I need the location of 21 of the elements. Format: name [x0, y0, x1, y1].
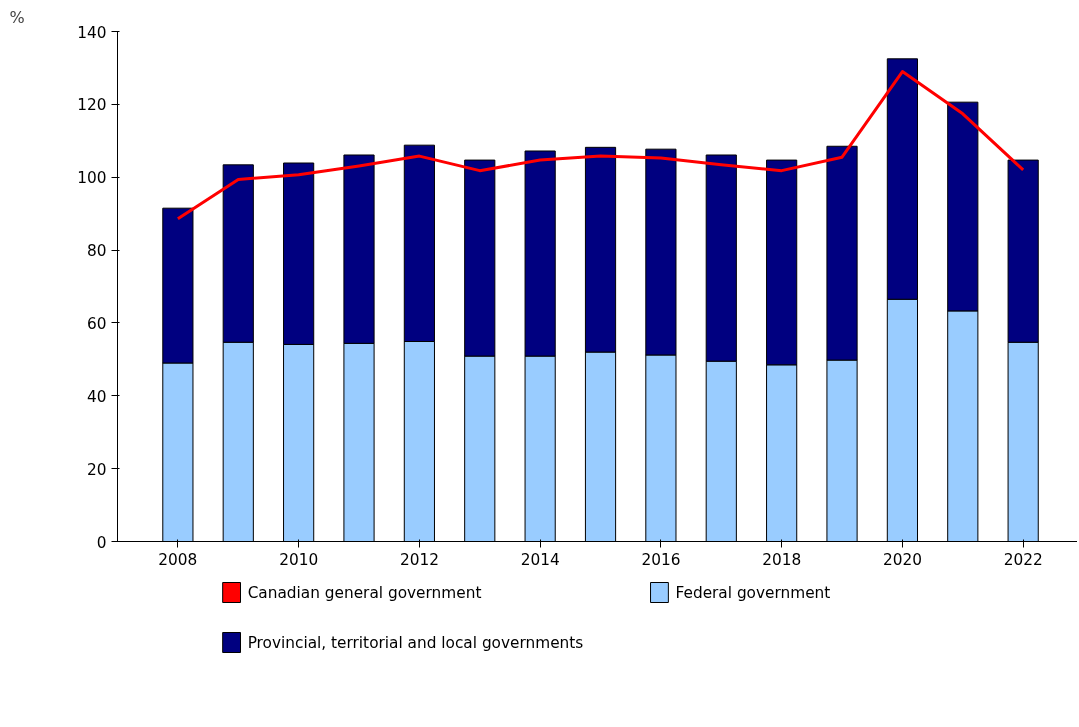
line-series: [176, 70, 1025, 221]
x-tick-label: 2016: [641, 550, 681, 569]
y-tick-label: 120: [77, 96, 107, 115]
x-tick-label: 2022: [1003, 550, 1043, 569]
x-tick-label: 2020: [882, 550, 922, 569]
y-tick-label: 140: [77, 23, 107, 42]
x-tick-label: 2018: [762, 550, 802, 569]
x-tick-label: 2014: [520, 550, 560, 569]
legend-label: Canadian general government: [247, 583, 482, 602]
legend-label: Provincial, territorial and local governments: [247, 633, 584, 652]
y-tick-label: 20: [87, 460, 107, 479]
legend-label: Federal government: [675, 583, 831, 602]
x-tick-label: 2010: [279, 550, 319, 569]
y-tick-label: 60: [87, 314, 107, 333]
y-tick-label: 100: [77, 169, 107, 188]
x-tick-label: 2008: [158, 550, 198, 569]
y-tick-label: 40: [87, 387, 107, 406]
y-axis-title: %: [9, 7, 25, 27]
x-tick-label: 2012: [399, 550, 439, 569]
y-tick-label: 80: [87, 242, 107, 261]
y-tick-label: 0: [96, 533, 107, 552]
